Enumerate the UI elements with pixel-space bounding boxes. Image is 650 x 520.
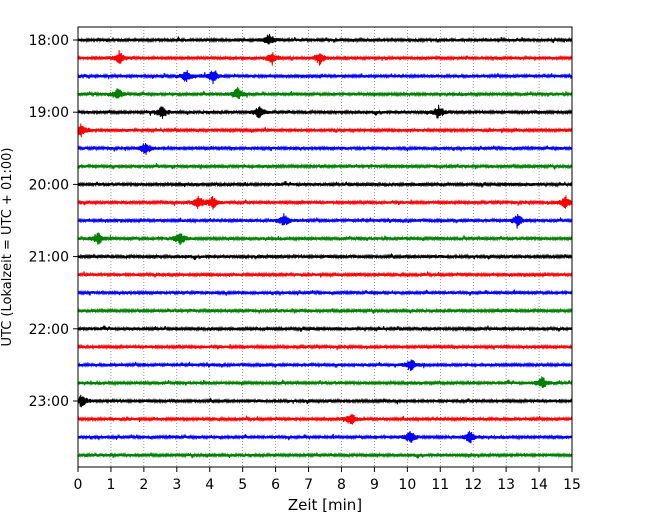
trace-2045 <box>78 232 572 245</box>
x-tick-label: 3 <box>172 477 181 493</box>
trace-2345 <box>78 453 572 459</box>
x-tick-label: 13 <box>497 477 515 493</box>
y-tick-label: 22:00 <box>29 322 69 338</box>
x-tick-label: 15 <box>563 477 581 493</box>
trace-2145 <box>78 308 572 314</box>
y-tick-label: 19:00 <box>29 105 69 121</box>
x-tick-label: 12 <box>464 477 482 493</box>
x-tick-label: 2 <box>139 477 148 493</box>
x-tick-label: 4 <box>205 477 214 493</box>
x-tick-label: 11 <box>431 477 449 493</box>
trace-2300 <box>78 395 572 407</box>
x-tick-label: 1 <box>106 477 115 493</box>
trace-2000 <box>78 181 572 187</box>
trace-2200 <box>78 326 572 332</box>
trace-2230 <box>78 360 572 372</box>
trace-1830 <box>78 70 572 84</box>
y-tick-label: 23:00 <box>29 394 69 410</box>
trace-1915 <box>78 124 572 138</box>
y-axis-label: UTC (Lokalzeit = UTC + 01:00) <box>0 148 15 347</box>
trace-2015 <box>78 195 572 209</box>
trace-2115 <box>78 271 572 277</box>
y-tick-label: 20:00 <box>29 177 69 193</box>
x-tick-label: 5 <box>238 477 247 493</box>
trace-2100 <box>78 253 572 259</box>
x-axis: 0 1 2 3 4 5 6 7 8 9 10 11 12 13 14 15 <box>74 467 581 493</box>
x-tick-label: 14 <box>530 477 548 493</box>
x-tick-label: 6 <box>271 477 280 493</box>
y-tick-label: 21:00 <box>29 250 69 266</box>
trace-2315 <box>78 414 572 424</box>
x-tick-label: 0 <box>74 477 83 493</box>
x-tick-label: 7 <box>304 477 313 493</box>
x-tick-label: 10 <box>398 477 416 493</box>
trace-1800 <box>78 34 572 45</box>
x-axis-label: Zeit [min] <box>288 496 362 514</box>
y-tick-label: 18:00 <box>29 33 69 49</box>
trace-1930 <box>78 143 572 155</box>
trace-2215 <box>78 344 572 350</box>
x-tick-label: 8 <box>337 477 346 493</box>
y-axis: 18:00 19:00 20:00 21:00 22:00 23:00 <box>29 33 78 410</box>
trace-1900 <box>78 105 572 119</box>
trace-2330 <box>78 431 572 443</box>
trace-2130 <box>78 290 572 296</box>
trace-2245 <box>78 376 572 388</box>
x-tick-label: 9 <box>370 477 379 493</box>
seismic-traces <box>78 34 572 459</box>
trace-1815 <box>78 50 572 66</box>
trace-1945 <box>78 163 572 169</box>
trace-2030 <box>78 213 572 229</box>
trace-1845 <box>78 87 572 99</box>
